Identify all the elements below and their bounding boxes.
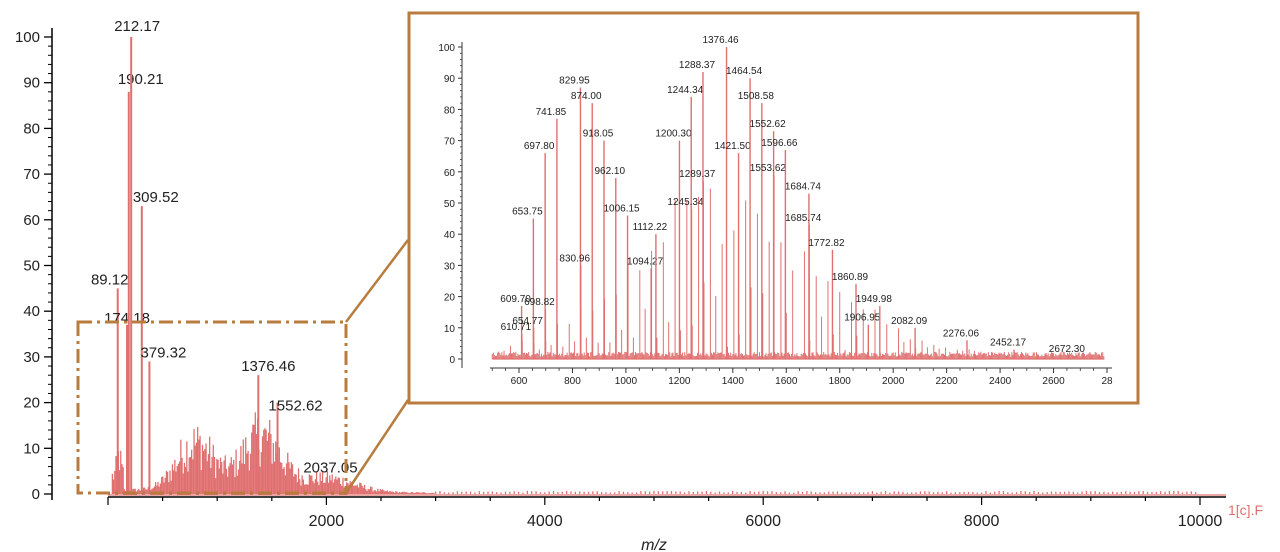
inset-peak-label: 874.00 bbox=[571, 91, 602, 102]
inset-peak-label: 1949.98 bbox=[856, 294, 893, 305]
main-x-axis-label: m/z bbox=[641, 537, 667, 552]
inset-peak-label: 1094.27 bbox=[627, 257, 664, 268]
main-x-tick-label: 10000 bbox=[1178, 513, 1223, 530]
inset-x-tick-label: 1400 bbox=[722, 376, 745, 387]
inset-spectrum: 609.70 610.71 653.75 654.77 697.80 698.82 741.… bbox=[407, 11, 1140, 405]
inset-y-tick-label: 20 bbox=[444, 293, 456, 304]
main-peak-label: 174.18 bbox=[104, 310, 150, 327]
inset-peak-label: 829.95 bbox=[559, 76, 590, 87]
inset-y-tick-label: 100 bbox=[438, 43, 455, 54]
inset-peak-label: 2276.06 bbox=[943, 328, 980, 339]
inset-peak-label: 697.80 bbox=[524, 141, 555, 152]
inset-peak-label: 1112.22 bbox=[633, 222, 668, 233]
main-peak-label: 1376.46 bbox=[241, 358, 295, 375]
inset-y-tick-label: 50 bbox=[444, 199, 456, 210]
main-y-tick-label: 90 bbox=[23, 75, 40, 92]
inset-peak-label: 1684.74 bbox=[785, 182, 822, 193]
inset-peak-label: 1288.37 bbox=[679, 60, 716, 71]
inset-x-tick-label: 2200 bbox=[936, 376, 959, 387]
inset-peak-label: 830.96 bbox=[559, 253, 590, 264]
inset-y-tick-label: 40 bbox=[444, 230, 456, 241]
trace-label: 1[c].F bbox=[1228, 502, 1263, 518]
inset-peak-label: 1244.34 bbox=[667, 85, 704, 96]
inset-peak-label: 653.75 bbox=[512, 207, 543, 218]
inset-peak-label: 962.10 bbox=[594, 166, 625, 177]
inset-peak-label: 1772.82 bbox=[808, 238, 845, 249]
inset-peak-label: 698.82 bbox=[524, 297, 555, 308]
main-y-tick-label: 60 bbox=[23, 212, 40, 229]
main-spectrum: 89.12 174.18 190.21 212.17 309.52 379.32 1376.… bbox=[15, 18, 1263, 552]
inset-peak-label: 1464.54 bbox=[726, 66, 763, 77]
inset-y-tick-label: 60 bbox=[444, 168, 456, 179]
inset-peak-label: 2082.09 bbox=[891, 316, 928, 327]
main-peak-label: 190.21 bbox=[118, 71, 164, 88]
inset-y-tick-label: 0 bbox=[449, 355, 455, 366]
main-trace bbox=[111, 412, 1197, 494]
main-x-tick-label: 4000 bbox=[527, 513, 563, 530]
main-y-tick-label: 30 bbox=[23, 349, 40, 366]
inset-x-tick-label: 28 bbox=[1101, 376, 1113, 387]
inset-x-tick-label: 2400 bbox=[989, 376, 1012, 387]
inset-x-tick-label: 1000 bbox=[615, 376, 638, 387]
inset-peak-label: 1685.74 bbox=[785, 213, 822, 224]
zoom-box bbox=[76, 320, 348, 495]
main-peak-label: 2037.05 bbox=[303, 459, 357, 476]
inset-peak-label: 1245.34 bbox=[667, 197, 704, 208]
main-y-tick-label: 0 bbox=[32, 486, 40, 503]
main-y-tick-label: 100 bbox=[15, 29, 40, 46]
inset-peak-label: 1421.50 bbox=[714, 141, 751, 152]
inset-peak-label: 1200.30 bbox=[655, 129, 692, 140]
main-x-tick-label: 2000 bbox=[309, 513, 345, 530]
inset-peak-label: 2452.17 bbox=[990, 338, 1027, 349]
main-y-tick-label: 10 bbox=[23, 440, 40, 457]
inset-y-tick-label: 90 bbox=[444, 74, 456, 85]
inset-y-tick-label: 10 bbox=[444, 324, 456, 335]
inset-peak-label: 1596.66 bbox=[761, 138, 798, 149]
inset-x-tick-label: 2600 bbox=[1042, 376, 1065, 387]
inset-y-tick-label: 30 bbox=[444, 261, 456, 272]
inset-peak-label: 1376.46 bbox=[702, 35, 739, 46]
zoom-connector-bottom bbox=[344, 399, 410, 494]
inset-x-tick-label: 1200 bbox=[668, 376, 691, 387]
inset-peak-label: 918.05 bbox=[583, 129, 614, 140]
inset-x-tick-label: 600 bbox=[511, 376, 528, 387]
inset-peak-label: 654.77 bbox=[512, 316, 543, 327]
main-y-tick-label: 70 bbox=[23, 166, 40, 183]
inset-x-tick-label: 800 bbox=[564, 376, 581, 387]
main-x-tick-label: 6000 bbox=[745, 513, 781, 530]
inset-peak-label: 609.70 bbox=[500, 294, 531, 305]
main-y-tick-label: 80 bbox=[23, 120, 40, 137]
main-peak-label: 1552.62 bbox=[268, 398, 322, 415]
main-x-tick-label: 8000 bbox=[964, 513, 1000, 530]
inset-peak-label: 610.71 bbox=[501, 322, 532, 333]
inset-peak-label: 1860.89 bbox=[832, 272, 869, 283]
main-y-tick-label: 50 bbox=[23, 258, 40, 275]
inset-peak-label: 1006.15 bbox=[603, 203, 640, 214]
inset-x-tick-label: 1800 bbox=[829, 376, 852, 387]
inset-x-tick-label: 2000 bbox=[882, 376, 905, 387]
main-peak-label: 89.12 bbox=[91, 271, 129, 288]
main-peak-label: 379.32 bbox=[140, 344, 186, 361]
inset-peak-label: 1289.37 bbox=[679, 169, 716, 180]
main-peak-label: 309.52 bbox=[133, 189, 179, 206]
inset-x-tick-label: 1600 bbox=[775, 376, 798, 387]
inset-y-tick-label: 80 bbox=[444, 105, 456, 116]
inset-peak-label: 1508.58 bbox=[738, 91, 775, 102]
inset-y-tick-label: 70 bbox=[444, 137, 456, 148]
inset-peak-label: 1552.62 bbox=[750, 119, 787, 130]
inset-peak-label: 741.85 bbox=[536, 107, 567, 118]
inset-peak-label: 1906.95 bbox=[844, 313, 881, 324]
main-peak-label: 212.17 bbox=[114, 18, 160, 35]
zoom-connector-top bbox=[345, 239, 409, 323]
inset-peak-label: 1553.62 bbox=[750, 163, 787, 174]
main-y-tick-label: 40 bbox=[23, 303, 40, 320]
inset-peak-label: 2672.30 bbox=[1049, 344, 1086, 355]
main-y-tick-label: 20 bbox=[23, 395, 40, 412]
